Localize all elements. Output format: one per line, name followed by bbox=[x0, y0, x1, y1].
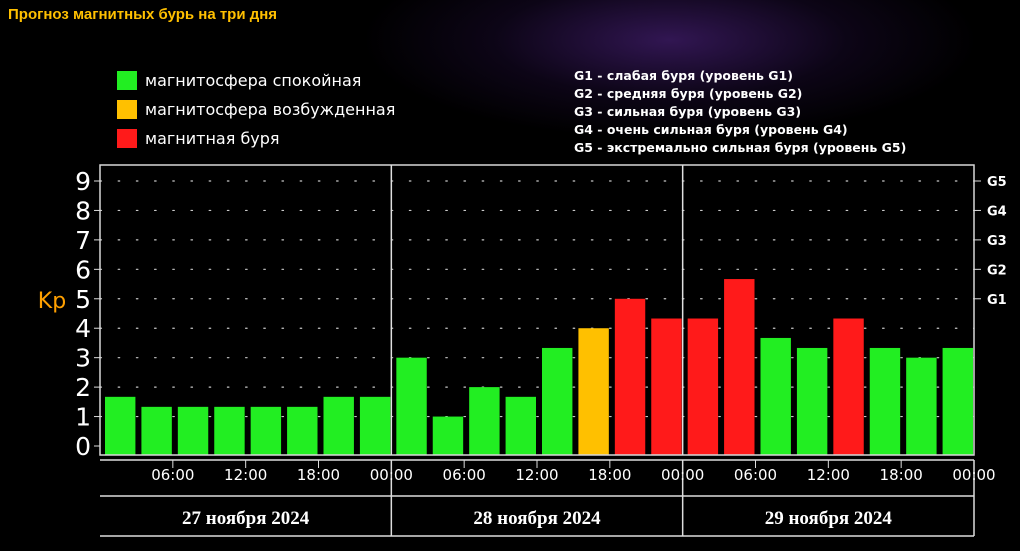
kp-bar bbox=[614, 298, 646, 455]
kp-bar bbox=[942, 347, 973, 455]
kp-bar bbox=[724, 279, 755, 455]
page-title: Прогноз магнитных бурь на три дня bbox=[8, 6, 278, 23]
kp-bar bbox=[432, 416, 464, 455]
kp-bar bbox=[760, 337, 791, 455]
y-tick-label: 1 bbox=[75, 403, 91, 432]
kp-bar bbox=[396, 357, 427, 455]
color-legend: магнитосфера спокойная магнитосфера возб… bbox=[117, 66, 395, 153]
x-tick-label: 12:00 bbox=[515, 466, 558, 484]
x-tick-label: 18:00 bbox=[297, 466, 340, 484]
kp-bar bbox=[214, 406, 245, 455]
kp-bar bbox=[651, 318, 682, 455]
legend-label-quiet: магнитосфера спокойная bbox=[145, 71, 362, 90]
y-tick-label: 2 bbox=[75, 373, 91, 402]
legend-label-active: магнитосфера возбужденная bbox=[145, 100, 396, 119]
kp-bar bbox=[833, 318, 864, 455]
g-tick-label: G3 bbox=[987, 234, 1007, 249]
x-tick-label: 06:00 bbox=[151, 466, 194, 484]
storm-level-g1: G1 - слабая буря (уровень G1) bbox=[574, 68, 793, 83]
kp-bar bbox=[505, 396, 536, 455]
kp-bar bbox=[250, 406, 282, 455]
y-tick-label: 0 bbox=[75, 432, 91, 461]
storm-level-g4: G4 - очень сильная буря (уровень G4) bbox=[574, 122, 848, 137]
kp-bar bbox=[359, 396, 391, 455]
x-tick-label: 00:00 bbox=[370, 466, 413, 484]
y-axis-label: Kp bbox=[38, 289, 66, 314]
storm-level-g3: G3 - сильная буря (уровень G3) bbox=[574, 104, 802, 119]
y-tick-label: 5 bbox=[75, 285, 91, 314]
y-tick-label: 8 bbox=[75, 196, 91, 225]
kp-bar bbox=[323, 396, 354, 455]
legend-swatch-active bbox=[117, 100, 137, 119]
kp-bar bbox=[177, 406, 209, 455]
kp-bar bbox=[578, 328, 609, 455]
day-label: 29 ноября 2024 bbox=[765, 508, 893, 529]
legend-item-active: магнитосфера возбужденная bbox=[117, 95, 395, 124]
y-tick-label: 7 bbox=[75, 226, 91, 255]
x-tick-label: 00:00 bbox=[952, 466, 995, 484]
y-tick-label: 6 bbox=[75, 255, 91, 284]
x-tick-label: 12:00 bbox=[224, 466, 267, 484]
kp-bar bbox=[469, 387, 500, 455]
day-label: 28 ноября 2024 bbox=[473, 508, 601, 529]
legend-label-storm: магнитная буря bbox=[145, 129, 280, 148]
y-tick-label: 3 bbox=[75, 344, 91, 373]
legend-item-storm: магнитная буря bbox=[117, 124, 395, 153]
kp-bar bbox=[796, 347, 828, 455]
kp-bar bbox=[869, 347, 901, 455]
y-tick-label: 9 bbox=[75, 167, 91, 196]
kp-bar bbox=[287, 406, 318, 455]
x-tick-label: 18:00 bbox=[880, 466, 923, 484]
legend-item-quiet: магнитосфера спокойная bbox=[117, 66, 395, 95]
storm-level-legend: G1 - слабая буря (уровень G1) G2 - средн… bbox=[574, 67, 906, 157]
g-tick-label: G4 bbox=[987, 204, 1007, 219]
legend-swatch-storm bbox=[117, 129, 137, 148]
x-tick-label: 06:00 bbox=[443, 466, 486, 484]
legend-swatch-quiet bbox=[117, 71, 137, 90]
day-label: 27 ноября 2024 bbox=[182, 508, 310, 529]
g-tick-label: G2 bbox=[987, 263, 1007, 278]
kp-bar bbox=[906, 357, 937, 455]
storm-level-g5: G5 - экстремально сильная буря (уровень … bbox=[574, 140, 907, 155]
x-tick-label: 18:00 bbox=[588, 466, 631, 484]
g-tick-label: G5 bbox=[987, 175, 1007, 190]
kp-bar bbox=[105, 396, 136, 455]
x-tick-label: 12:00 bbox=[807, 466, 850, 484]
kp-bar bbox=[141, 406, 172, 455]
y-tick-label: 4 bbox=[75, 314, 91, 343]
kp-bar bbox=[687, 318, 719, 455]
kp-bar bbox=[542, 347, 573, 455]
g-tick-label: G1 bbox=[987, 293, 1007, 308]
plot-frame bbox=[99, 164, 975, 456]
x-tick-label: 06:00 bbox=[734, 466, 777, 484]
storm-level-g2: G2 - средняя буря (уровень G2) bbox=[574, 86, 803, 101]
x-tick-label: 00:00 bbox=[661, 466, 704, 484]
